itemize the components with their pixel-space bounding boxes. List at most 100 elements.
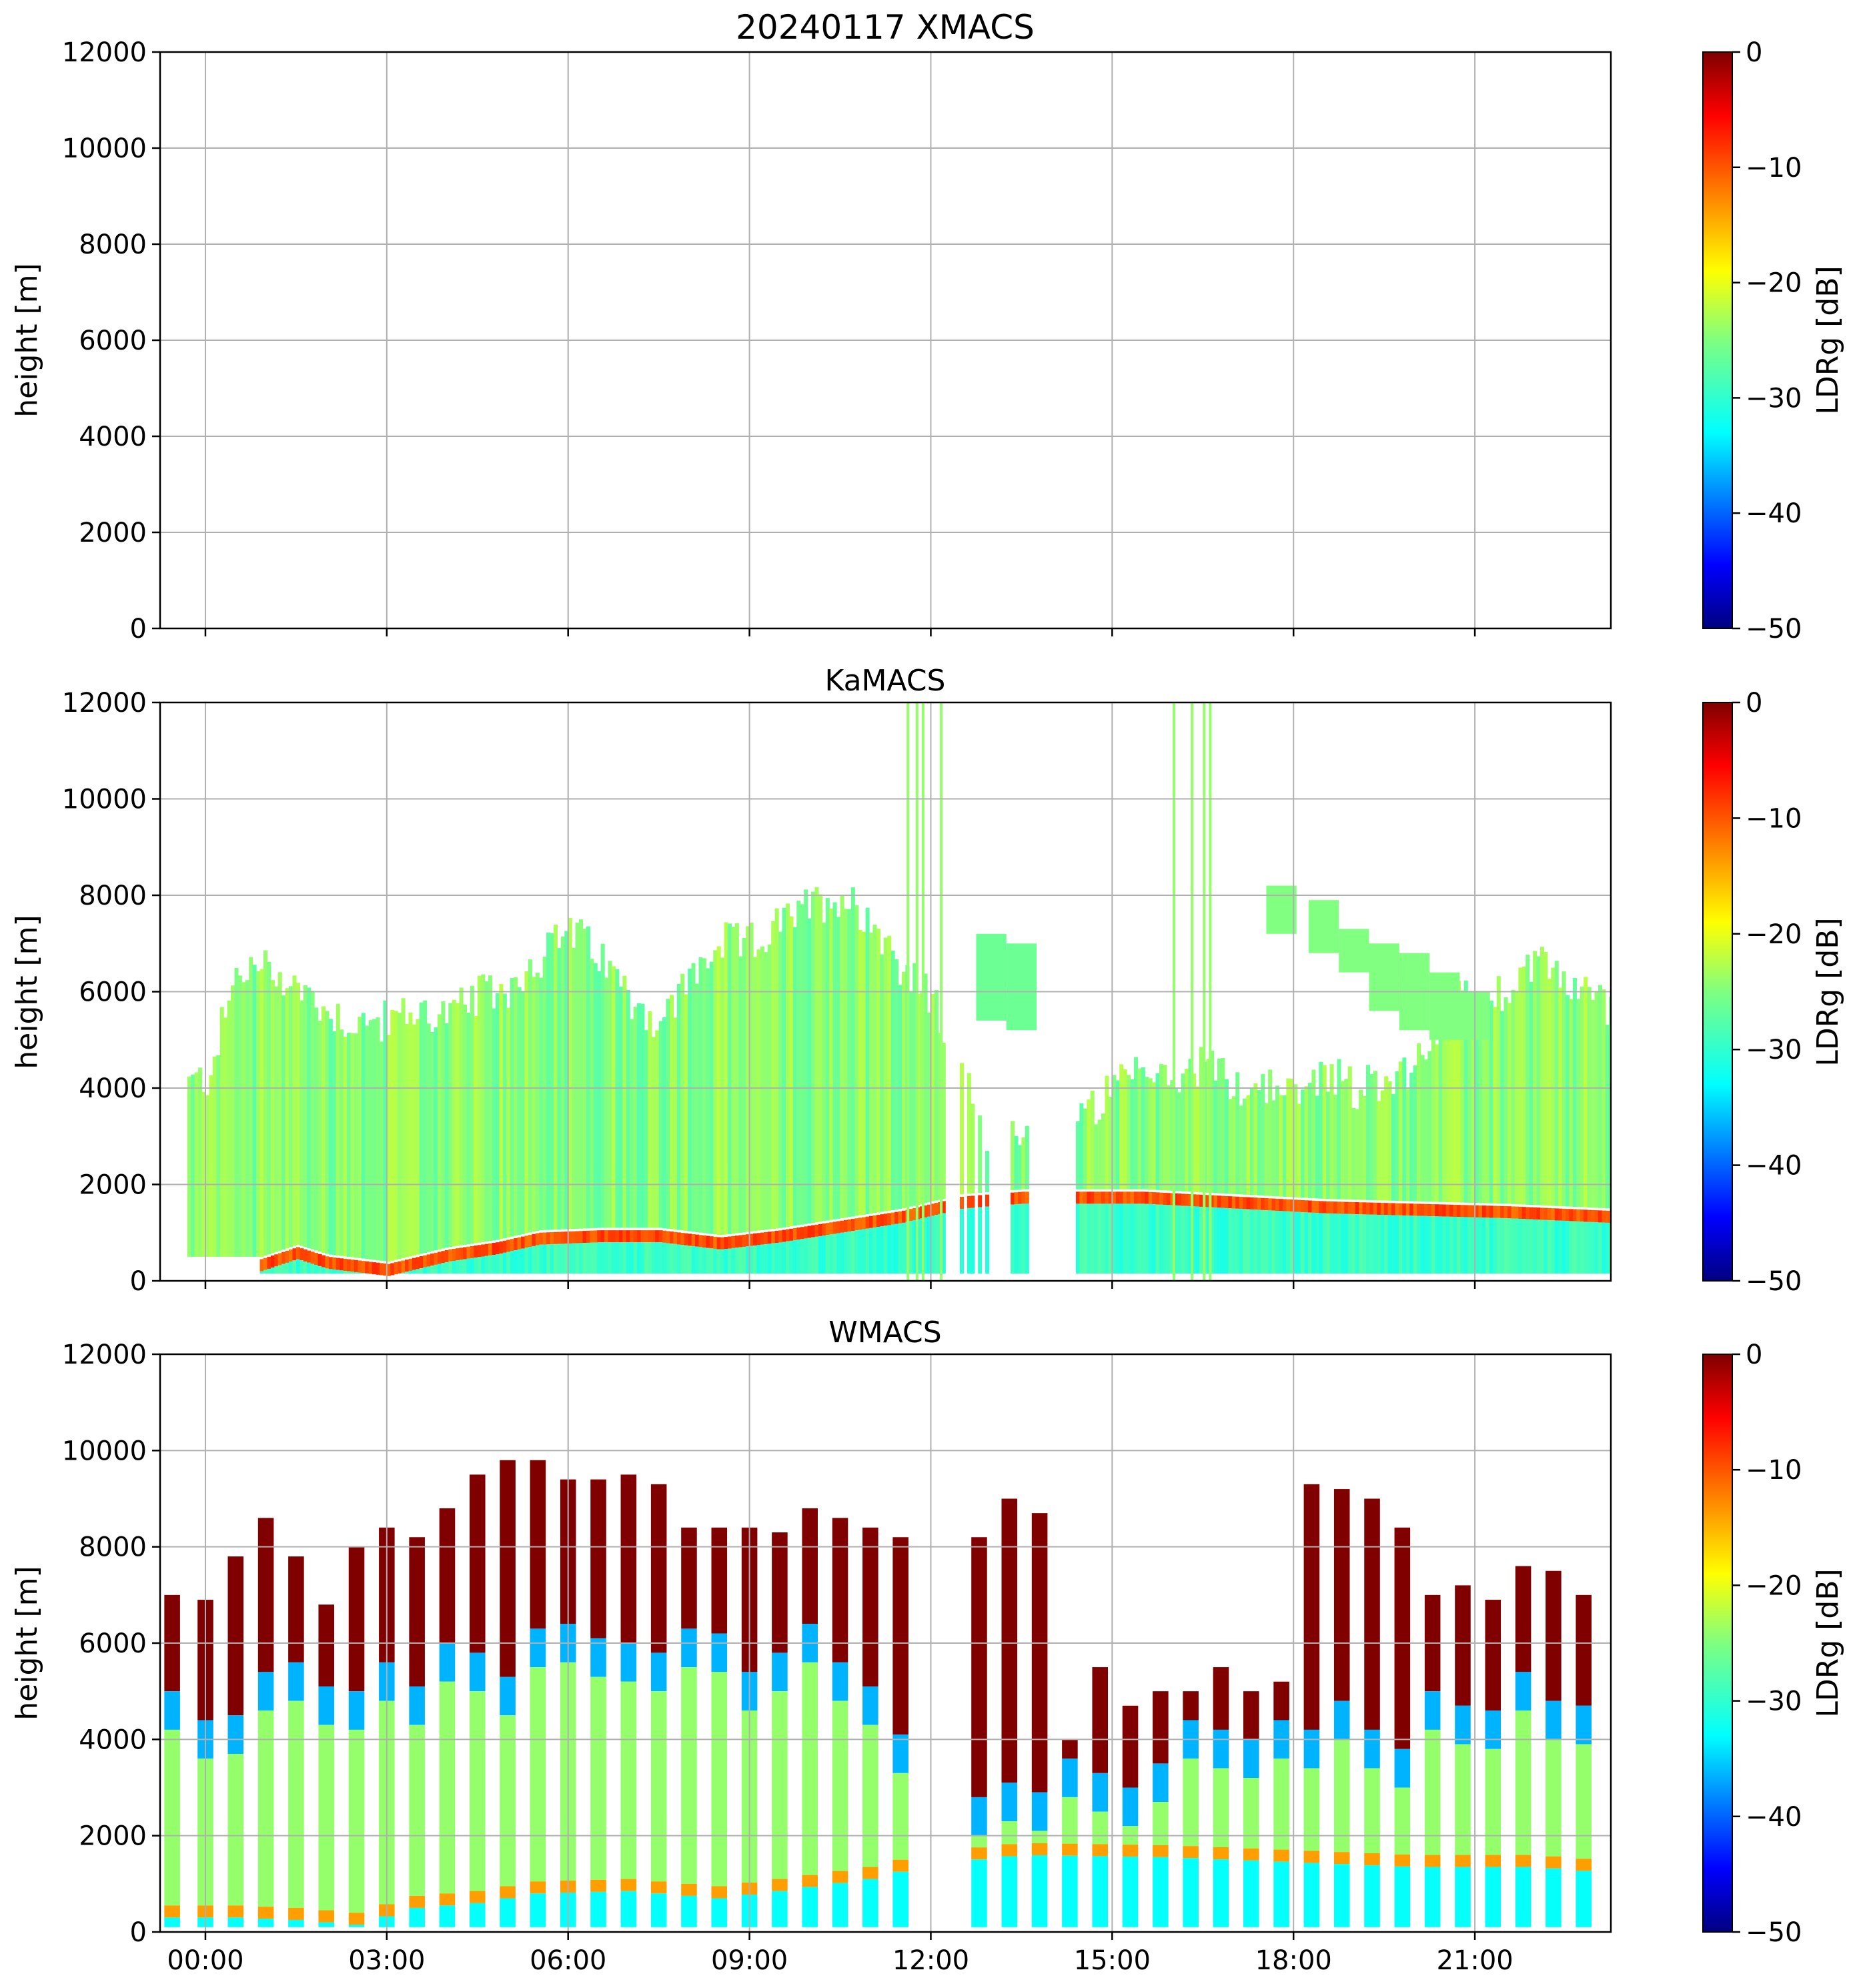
- heatmap-cell: [832, 1221, 837, 1234]
- heatmap-cell: [336, 1003, 340, 1256]
- heatmap-cell: [1377, 1202, 1381, 1215]
- heatmap-cell: [978, 1115, 983, 1193]
- heatmap-cell: [760, 1244, 764, 1274]
- heatmap-cell: [1493, 1205, 1497, 1218]
- heatmap-cell: [695, 1246, 700, 1274]
- heatmap-cell: [862, 1217, 866, 1229]
- heatmap-cell: [713, 1236, 718, 1249]
- heatmap-cell: [582, 929, 587, 1229]
- heatmap-cell: [579, 919, 584, 1229]
- heatmap-cell: [869, 933, 874, 1214]
- y-tick-label: 4000: [79, 1724, 147, 1755]
- heatmap-cell: [586, 1230, 590, 1243]
- heatmap-cell: [365, 1025, 370, 1260]
- heatmap-cell: [270, 1268, 275, 1274]
- heatmap-cell: [1062, 1843, 1078, 1856]
- y-axis-label: height [m]: [10, 915, 44, 1069]
- heatmap-cell: [858, 1229, 862, 1274]
- heatmap-cell: [967, 1195, 971, 1208]
- heatmap-cell: [1282, 1095, 1287, 1197]
- heatmap-cell: [164, 1729, 180, 1906]
- heatmap-cell: [618, 986, 623, 1228]
- y-tick-label: 6000: [79, 326, 147, 356]
- heatmap-cell: [484, 981, 489, 1242]
- heatmap-cell: [872, 1215, 877, 1227]
- heatmap-cell: [1185, 1193, 1189, 1206]
- figure-suptitle: 20240117 XMACS: [736, 8, 1035, 47]
- heatmap-cell: [419, 1256, 424, 1269]
- heatmap-cell: [456, 1003, 460, 1246]
- heatmap-cell: [1364, 1498, 1380, 1730]
- heatmap-cell: [862, 931, 866, 1215]
- heatmap-cell: [716, 946, 721, 1235]
- heatmap-cell: [439, 1905, 456, 1927]
- heatmap-cell: [542, 1244, 547, 1274]
- heatmap-cell: [575, 923, 580, 1229]
- heatmap-cell: [1199, 1194, 1203, 1207]
- heatmap-cell: [227, 1753, 244, 1906]
- heatmap-cell: [1108, 1191, 1113, 1204]
- heatmap-cell: [1420, 1203, 1425, 1216]
- heatmap-cell: [1213, 1195, 1218, 1208]
- heatmap-cell: [517, 987, 522, 1235]
- heatmap-cell: [618, 1242, 623, 1274]
- heatmap-cell: [1181, 1205, 1185, 1274]
- heatmap-cell: [530, 1628, 546, 1668]
- heatmap-cell: [1478, 1205, 1483, 1218]
- y-tick-label: 2000: [79, 1170, 147, 1201]
- heatmap-cell: [1115, 1080, 1120, 1189]
- heatmap-cell: [1605, 1222, 1610, 1274]
- heatmap-cell: [1062, 1797, 1078, 1844]
- heatmap-cell: [847, 909, 852, 1217]
- heatmap-cell: [1417, 1215, 1421, 1274]
- heatmap-cell: [756, 1233, 761, 1246]
- heatmap-cell: [597, 971, 602, 1228]
- heatmap-cell: [1584, 1221, 1588, 1274]
- heatmap-cell: [1364, 1768, 1380, 1854]
- heatmap-cell: [941, 1201, 946, 1213]
- heatmap-cell: [466, 1012, 471, 1245]
- heatmap-cell: [985, 1206, 990, 1274]
- heatmap-cell: [850, 887, 855, 1217]
- heatmap-cell: [1475, 1000, 1479, 1203]
- y-tick-label: 10000: [62, 785, 147, 815]
- heatmap-cell: [270, 980, 275, 1254]
- heatmap-cell: [818, 1223, 822, 1236]
- heatmap-cell: [314, 1007, 319, 1251]
- heatmap-cell: [898, 1211, 902, 1223]
- heatmap-cell: [1268, 1210, 1273, 1274]
- heatmap-cell: [1094, 1124, 1099, 1189]
- heatmap-cell: [691, 1233, 696, 1247]
- heatmap-cell: [1239, 1209, 1243, 1274]
- heatmap-cell: [1424, 1691, 1441, 1730]
- heatmap-cell: [1123, 1191, 1127, 1204]
- heatmap-cell: [774, 908, 779, 1229]
- heatmap-cell: [1253, 1209, 1258, 1274]
- heatmap-cell: [1079, 1191, 1084, 1204]
- heatmap-cell: [749, 922, 754, 1231]
- heatmap-cell: [1478, 1217, 1483, 1274]
- heatmap-cell: [1529, 1207, 1533, 1219]
- heatmap-cell: [209, 1075, 213, 1257]
- heatmap-cell: [673, 1244, 678, 1274]
- heatmap-cell: [1303, 1863, 1320, 1927]
- heatmap-cell: [1199, 1206, 1203, 1274]
- heatmap-cell: [1569, 1209, 1574, 1221]
- heatmap-cell: [640, 1003, 645, 1228]
- heatmap-cell: [285, 1250, 289, 1263]
- heatmap-cell: [734, 1235, 739, 1248]
- heatmap-cell: [1587, 1209, 1592, 1222]
- heatmap-cell: [1591, 1209, 1596, 1222]
- heatmap-cell: [1206, 1059, 1211, 1193]
- heatmap-cell: [829, 1234, 834, 1274]
- heatmap-cell: [1217, 1207, 1222, 1274]
- heatmap-cell: [1391, 1215, 1396, 1274]
- heatmap-cell: [676, 1244, 681, 1274]
- heatmap-cell: [862, 1724, 878, 1867]
- heatmap-cell: [1417, 1203, 1421, 1216]
- heatmap-cell: [318, 1922, 334, 1927]
- heatmap-cell: [1463, 1205, 1468, 1217]
- heatmap-cell: [474, 1016, 478, 1244]
- heatmap-cell: [277, 1253, 282, 1266]
- heatmap-cell: [1518, 967, 1523, 1205]
